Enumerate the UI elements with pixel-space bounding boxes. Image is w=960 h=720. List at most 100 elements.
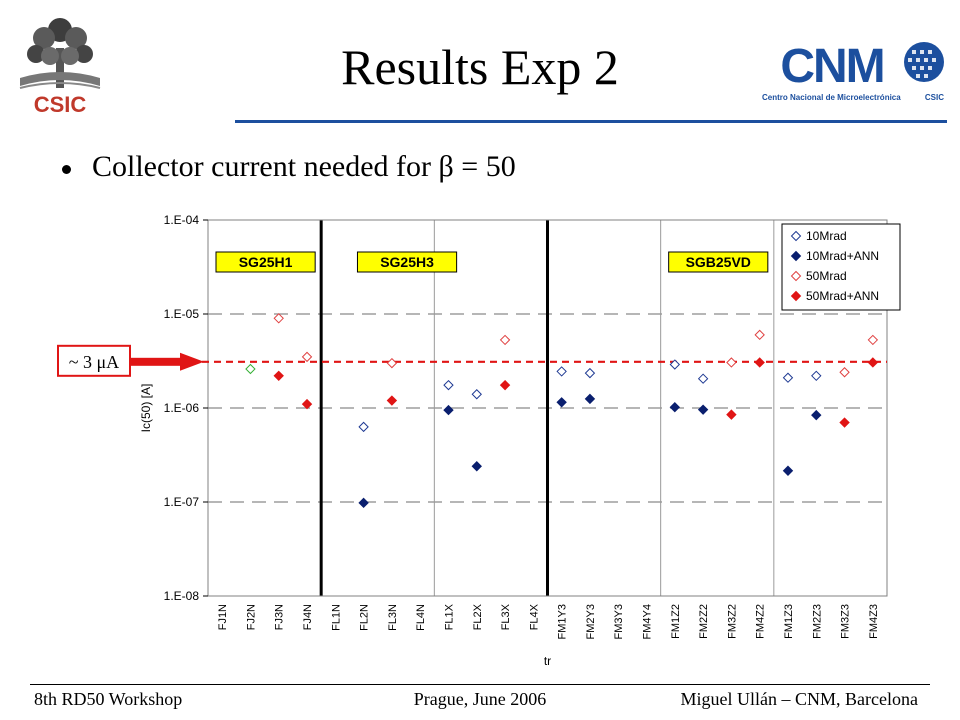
data-point-10mrad xyxy=(358,421,369,433)
data-point-10mrad-plus-ann xyxy=(556,397,567,408)
footer-author: Miguel Ullán – CNM, Barcelona xyxy=(680,689,918,709)
data-point-50mrad xyxy=(754,329,765,341)
y-tick-label: 1.E-05 xyxy=(164,307,200,321)
cnm-logo: CNM Centro Nacional de Microelectrónica … xyxy=(762,40,944,102)
x-tick-label: FM2Z2 xyxy=(698,604,710,639)
footer-location-date: Prague, June 2006 xyxy=(413,689,547,709)
x-tick-label: FM1Y3 xyxy=(557,604,569,639)
group-label: SGB25VD xyxy=(686,254,751,270)
data-point-50mrad-plus-ann xyxy=(499,379,511,391)
x-tick-label: FM4Z3 xyxy=(868,604,880,639)
x-tick-label: FM2Y3 xyxy=(585,604,597,639)
data-point-50mrad xyxy=(386,357,398,369)
x-tick-label: FM3Z2 xyxy=(726,604,738,639)
x-tick-label: FL3X xyxy=(500,603,512,630)
data-point-10mrad xyxy=(584,367,596,379)
legend-marker-10mrad xyxy=(790,230,802,242)
data-point-10mrad-plus-ann xyxy=(669,401,681,413)
data-point-10mrad-plus-ann xyxy=(471,461,482,472)
data-point-50mrad xyxy=(726,357,737,368)
data-point-10mrad-plus-ann xyxy=(443,404,454,416)
data-point-10mrad-plus-ann xyxy=(358,497,369,509)
y-tick-label: 1.E-07 xyxy=(164,495,200,509)
x-tick-label: FM4Y4 xyxy=(642,604,654,639)
data-point-50mrad-plus-ann xyxy=(386,395,398,406)
data-point-50mrad-plus-ann xyxy=(726,409,737,420)
x-tick-label: FM4Z2 xyxy=(755,604,767,639)
title-underline xyxy=(235,120,947,123)
threshold-arrow-shaft xyxy=(128,357,182,366)
data-point-10mrad xyxy=(811,370,822,382)
group-label-box xyxy=(215,251,316,273)
x-tick-label: FJ3N xyxy=(274,604,286,630)
threshold-arrow-head xyxy=(180,352,204,371)
bullet-text: Collector current needed for β = 50 xyxy=(92,150,516,183)
x-tick-label: FJ2N xyxy=(245,604,257,630)
data-point-10mrad xyxy=(556,366,567,377)
legend-label-50mrad-plus-ann: 50Mrad+ANN xyxy=(806,289,879,303)
data-point-50mrad xyxy=(301,351,313,363)
data-point-50mrad-plus-ann xyxy=(839,417,850,428)
x-tick-label: FJ1N xyxy=(217,604,229,630)
x-tick-label: FL4N xyxy=(415,604,427,631)
y-tick-label: 1.E-06 xyxy=(164,401,200,415)
data-point-50mrad-plus-ann xyxy=(273,370,284,382)
data-point-10mrad xyxy=(443,379,454,391)
x-tick-label: FL2X xyxy=(472,603,484,630)
data-point-50mrad-plus-ann xyxy=(754,357,765,368)
data-point-50mrad-plus-ann xyxy=(301,398,313,410)
x-tick-label: FM2Z3 xyxy=(811,604,823,639)
data-point-10mrad-plus-ann xyxy=(811,409,822,421)
data-point-50mrad xyxy=(867,334,879,346)
data-point-50mrad-plus-ann xyxy=(867,357,879,368)
data-point-10mrad xyxy=(471,389,482,400)
threshold-label: ~ 3 μA xyxy=(69,352,119,372)
x-tick-label: FM3Z3 xyxy=(840,604,852,639)
csic-logo-text: CSIC xyxy=(34,92,87,117)
group-label-box xyxy=(356,251,458,273)
legend-label-50mrad: 50Mrad xyxy=(806,269,847,283)
footer-workshop: 8th RD50 Workshop xyxy=(34,689,183,709)
data-point-10mrad xyxy=(669,359,681,370)
data-point-10mrad-plus-ann xyxy=(584,393,596,405)
data-point-10mrad xyxy=(697,373,709,384)
x-tick-label: FJ4N xyxy=(302,604,314,630)
legend-label-10mrad-plus-ann: 10Mrad+ANN xyxy=(806,249,879,263)
cnm-grid-emblem xyxy=(904,42,944,82)
data-point-extra xyxy=(245,363,256,375)
group-label-box xyxy=(668,251,769,273)
csic-tree-emblem xyxy=(19,18,101,89)
x-tick-label: FL2N xyxy=(359,604,371,631)
legend-marker-10mrad-plus-ann xyxy=(790,250,802,262)
cnm-caption: Centro Nacional de Microelectrónica xyxy=(762,93,901,102)
legend-label-10mrad: 10Mrad xyxy=(806,229,847,243)
data-point-10mrad xyxy=(782,372,794,383)
bullet-dot xyxy=(62,165,71,174)
data-point-50mrad xyxy=(273,313,284,324)
data-point-50mrad xyxy=(839,367,850,378)
cnm-caption-csic: CSIC xyxy=(925,93,944,102)
group-label: SG25H3 xyxy=(380,254,434,270)
data-point-10mrad-plus-ann xyxy=(782,465,794,476)
x-axis-title: tr xyxy=(544,654,551,668)
cnm-logo-text: CNM xyxy=(780,40,883,93)
x-tick-label: FM1Z3 xyxy=(783,604,795,639)
csic-logo: CSIC xyxy=(19,18,101,117)
data-point-10mrad-plus-ann xyxy=(697,404,709,415)
legend-box xyxy=(781,223,901,311)
y-axis-title: Ic(50) [A] xyxy=(139,384,153,433)
slide-title: Results Exp 2 xyxy=(341,39,619,95)
x-tick-label: FL1N xyxy=(330,604,342,631)
x-tick-label: FL3N xyxy=(387,604,399,631)
legend-marker-50mrad-plus-ann xyxy=(790,290,802,302)
x-tick-label: FL1X xyxy=(443,603,455,630)
group-label: SG25H1 xyxy=(239,254,293,270)
x-tick-label: FM1Z2 xyxy=(670,604,682,639)
x-tick-label: FM3Y3 xyxy=(613,604,625,639)
threshold-label-box xyxy=(57,344,131,377)
footer-divider xyxy=(30,684,930,685)
legend-marker-50mrad xyxy=(790,270,802,282)
y-tick-label: 1.E-04 xyxy=(164,213,200,227)
data-point-50mrad xyxy=(499,334,511,346)
